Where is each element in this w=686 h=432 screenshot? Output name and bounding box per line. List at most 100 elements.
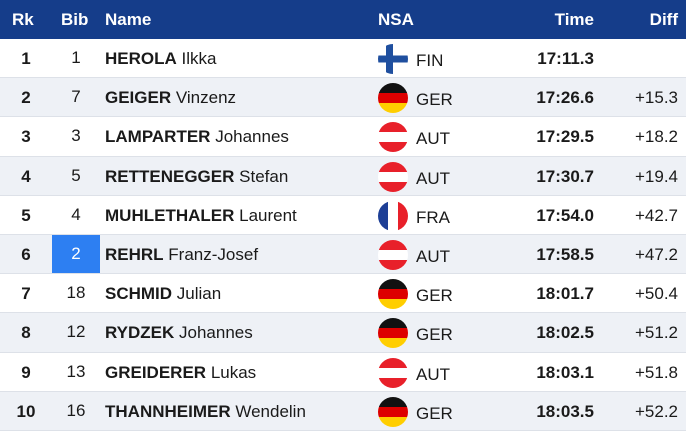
table-row[interactable]: 10 16 THANNHEIMER Wendelin GER 18:03.5 +…: [0, 391, 686, 431]
table-row[interactable]: 8 12 RYDZEK Johannes GER 18:02.5 +51.2: [0, 313, 686, 353]
athlete-name[interactable]: HEROLA Ilkka: [105, 49, 216, 69]
rank-cell: 3: [21, 127, 31, 147]
diff-cell: +18.2: [634, 127, 678, 147]
time-cell: 17:26.6: [536, 88, 594, 108]
bib-cell: 2: [52, 234, 100, 273]
athlete-last-name: REHRL: [105, 244, 164, 264]
bib-cell: 4: [71, 204, 81, 224]
bib-cell: 16: [66, 400, 86, 420]
diff-cell: +50.4: [634, 284, 678, 304]
time-cell: 17:54.0: [536, 205, 594, 225]
austria-flag-icon: [378, 357, 408, 388]
france-flag-icon: [378, 200, 408, 231]
rank-cell: 1: [21, 49, 31, 68]
time-cell: 18:03.1: [536, 362, 594, 382]
athlete-first-name: Ilkka: [181, 49, 217, 68]
nsa-code: FRA: [416, 207, 450, 227]
athlete-name[interactable]: GEIGER Vinzenz: [105, 88, 236, 108]
athlete-last-name: HEROLA: [105, 49, 177, 68]
athlete-name[interactable]: THANNHEIMER Wendelin: [105, 402, 306, 422]
rank-cell: 8: [21, 323, 31, 343]
athlete-name[interactable]: REHRL Franz-Josef: [105, 245, 258, 265]
finland-flag-icon: [378, 44, 408, 74]
athlete-name[interactable]: GREIDERER Lukas: [105, 363, 256, 383]
header-bib[interactable]: Bib: [61, 10, 89, 29]
header-rank[interactable]: Rk: [12, 10, 34, 29]
header-name[interactable]: Name: [105, 10, 152, 29]
athlete-name[interactable]: SCHMID Julian: [105, 284, 221, 304]
athlete-last-name: LAMPARTER: [105, 127, 211, 147]
table-row[interactable]: 3 3 LAMPARTER Johannes AUT 17:29.5 +18.2: [0, 117, 686, 157]
time-cell: 17:29.5: [536, 127, 594, 147]
header-diff[interactable]: Diff: [649, 10, 678, 29]
diff-cell: +51.2: [634, 323, 678, 343]
athlete-last-name: THANNHEIMER: [105, 401, 231, 421]
bib-cell: 5: [71, 165, 81, 185]
germany-flag-icon: [378, 83, 408, 114]
austria-flag-icon: [378, 161, 408, 192]
diff-cell: +42.7: [634, 205, 678, 225]
athlete-first-name: Franz-Josef: [168, 244, 259, 264]
bib-cell: 7: [71, 87, 81, 107]
athlete-first-name: Stefan: [239, 166, 289, 186]
table-row[interactable]: 6 2 REHRL Franz-Josef AUT 17:58.5 +47.2: [0, 234, 686, 275]
table-body: 1 1 HEROLA Ilkka FIN 17:11.3 2 7 GEIGER …: [0, 39, 686, 431]
table-row[interactable]: 5 4 MUHLETHALER Laurent FRA 17:54.0 +42.…: [0, 195, 686, 235]
athlete-name[interactable]: RETTENEGGER Stefan: [105, 167, 288, 187]
diff-cell: +51.8: [634, 362, 678, 382]
diff-cell: +19.4: [634, 166, 678, 186]
athlete-first-name: Julian: [176, 284, 222, 304]
athlete-last-name: GEIGER: [105, 88, 172, 108]
nsa-code: GER: [416, 403, 453, 423]
nsa-code: GER: [416, 90, 453, 110]
time-cell: 17:58.5: [536, 244, 594, 264]
nsa-code: AUT: [416, 364, 450, 384]
athlete-first-name: Lukas: [210, 362, 257, 382]
diff-cell: +52.2: [634, 401, 678, 421]
rank-cell: 4: [21, 166, 31, 186]
athlete-first-name: Wendelin: [235, 401, 306, 421]
table-header: Rk Bib Name NSA Time Diff: [0, 0, 686, 39]
time-cell: 18:03.5: [536, 401, 594, 421]
table-row[interactable]: 9 13 GREIDERER Lukas AUT 18:03.1 +51.8: [0, 352, 686, 392]
time-cell: 18:01.7: [536, 284, 594, 304]
athlete-name[interactable]: LAMPARTER Johannes: [105, 127, 289, 147]
rank-cell: 2: [21, 88, 31, 108]
table-row[interactable]: 7 18 SCHMID Julian GER 18:01.7 +50.4: [0, 274, 686, 314]
germany-flag-icon: [378, 318, 408, 349]
header-nsa[interactable]: NSA: [378, 10, 414, 29]
austria-flag-icon: [378, 239, 408, 270]
time-cell: 17:30.7: [536, 166, 594, 186]
athlete-first-name: Vinzenz: [175, 88, 237, 108]
nsa-code: FIN: [416, 51, 444, 70]
table-row[interactable]: 1 1 HEROLA Ilkka FIN 17:11.3: [0, 39, 686, 79]
table-row[interactable]: 2 7 GEIGER Vinzenz GER 17:26.6 +15.3: [0, 78, 686, 118]
rank-cell: 7: [21, 284, 31, 304]
rank-cell: 10: [16, 401, 36, 421]
germany-flag-icon: [378, 279, 408, 310]
germany-flag-icon: [378, 396, 408, 427]
header-time[interactable]: Time: [554, 10, 594, 29]
rank-cell: 5: [21, 205, 31, 225]
athlete-name[interactable]: MUHLETHALER Laurent: [105, 206, 297, 226]
table-row[interactable]: 4 5 RETTENEGGER Stefan AUT 17:30.7 +19.4: [0, 156, 686, 196]
athlete-first-name: Johannes: [179, 323, 253, 343]
austria-flag-icon: [378, 122, 408, 153]
nsa-code: GER: [416, 286, 453, 306]
rank-cell: 6: [21, 244, 31, 264]
bib-cell: 1: [71, 48, 81, 67]
athlete-name[interactable]: RYDZEK Johannes: [105, 323, 253, 343]
athlete-last-name: SCHMID: [105, 284, 173, 304]
time-cell: 17:11.3: [537, 49, 594, 68]
athlete-last-name: MUHLETHALER: [105, 205, 235, 225]
bib-cell: 13: [66, 361, 86, 381]
bib-cell: 18: [66, 283, 86, 303]
athlete-last-name: RETTENEGGER: [105, 166, 235, 186]
athlete-first-name: Laurent: [239, 205, 297, 225]
athlete-first-name: Johannes: [215, 127, 289, 147]
athlete-last-name: RYDZEK: [105, 323, 175, 343]
diff-cell: +47.2: [634, 244, 678, 264]
nsa-code: AUT: [416, 246, 450, 266]
bib-cell: 3: [71, 126, 81, 146]
